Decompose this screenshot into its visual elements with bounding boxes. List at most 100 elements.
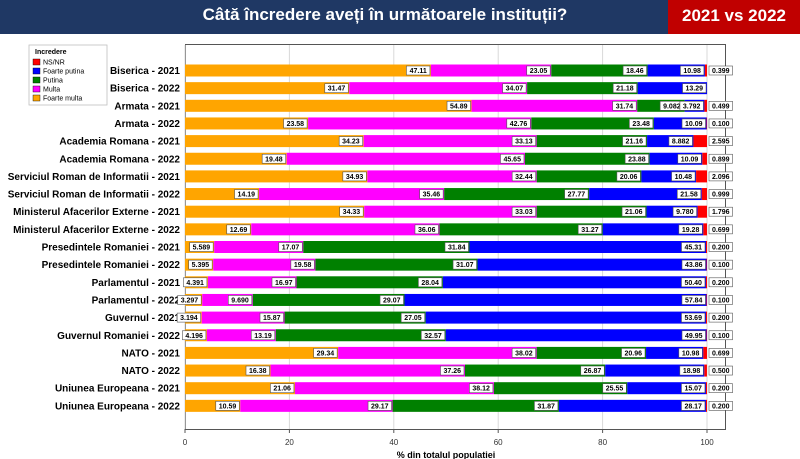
bar-segment [251, 223, 440, 236]
data-label-box [708, 383, 733, 394]
data-label: 32.44 [515, 174, 533, 181]
bar-segment [693, 135, 707, 148]
data-label-box [511, 171, 536, 182]
data-label: 21.16 [626, 139, 644, 146]
data-label: 27.77 [568, 192, 586, 199]
legend-swatch [32, 67, 41, 75]
data-label: 10.09 [681, 156, 699, 163]
data-label-box [679, 101, 704, 111]
category-label: Parlamentul - 2022 [92, 295, 181, 306]
bar-segment [589, 188, 702, 201]
data-label-box [678, 348, 703, 358]
data-label: 19.28 [682, 227, 700, 234]
bar-segment [493, 382, 628, 395]
data-label: 21.06 [625, 209, 643, 216]
data-label: 36.06 [418, 227, 436, 234]
data-label: 10.59 [219, 403, 237, 410]
data-label-box [681, 401, 706, 411]
data-label: 12.69 [230, 227, 248, 234]
bar-segment [185, 64, 431, 77]
bar-segment [706, 117, 708, 130]
x-tick-label: 80 [598, 438, 607, 447]
bar-segment [558, 399, 706, 412]
bar-segment [404, 293, 707, 306]
x-tick-label: 20 [285, 438, 294, 447]
data-label-box [250, 330, 276, 341]
legend-swatch [32, 58, 41, 66]
bar-segment [296, 276, 443, 289]
data-label-box [182, 330, 207, 341]
data-label: 34.33 [343, 209, 361, 216]
data-label: 29.34 [317, 350, 335, 357]
data-label: 31.74 [616, 103, 634, 110]
data-label: 10.98 [683, 68, 701, 75]
data-label-box [602, 383, 627, 394]
bar-segment [527, 82, 638, 95]
bar-segment [704, 364, 707, 377]
bar-segment [185, 152, 287, 165]
data-label-box [177, 295, 202, 305]
data-label: 4.391 [186, 280, 204, 287]
data-label-box [452, 259, 477, 270]
data-label: 10.98 [682, 350, 700, 357]
data-label: 9.780 [676, 209, 694, 216]
bar-segment [240, 399, 393, 412]
data-label: 23.48 [632, 121, 650, 128]
data-label-box [226, 224, 251, 235]
data-label: 0.399 [712, 68, 730, 75]
bar-segment [185, 99, 472, 112]
data-label-box [679, 365, 704, 376]
bar-segment [363, 135, 537, 148]
data-label-box [612, 101, 637, 111]
bar-segment [185, 117, 309, 130]
category-label: Ministerul Afacerilor Externe - 2022 [13, 225, 180, 236]
data-label: 1.796 [712, 209, 730, 216]
legend-label: Putina [43, 78, 63, 85]
legend-label: NS/NR [43, 60, 65, 67]
bar-segment [706, 293, 707, 306]
data-label: 38.02 [515, 350, 533, 357]
data-label-box [406, 65, 431, 76]
data-label: 28.04 [421, 280, 439, 287]
bar-segment [286, 152, 525, 165]
legend-title: Incredere [35, 49, 67, 56]
bar-segment [706, 258, 708, 271]
bar-segment [531, 117, 654, 130]
category-label: Uniunea Europeana - 2022 [55, 401, 180, 412]
data-label-box [511, 206, 536, 217]
data-label: 5.589 [193, 245, 211, 252]
data-label: 31.87 [537, 403, 555, 410]
data-label-box [671, 171, 696, 182]
bar-segment [701, 188, 707, 201]
data-label: 0.100 [712, 121, 730, 128]
data-label-box [564, 189, 589, 199]
data-label-box [290, 259, 315, 270]
bar-segment [444, 188, 590, 201]
data-label-box [708, 153, 733, 164]
x-tick-label: 60 [494, 438, 503, 447]
data-label-box [681, 118, 706, 129]
data-label: 54.89 [450, 103, 468, 110]
data-label-box [271, 277, 296, 288]
data-label-box [677, 153, 702, 164]
data-label-box [708, 259, 733, 270]
data-label-box [621, 206, 646, 217]
data-label-box [506, 118, 531, 129]
data-label: 37.26 [443, 368, 461, 375]
category-label: Biserica - 2022 [110, 84, 180, 95]
bar-segment [704, 99, 708, 112]
bar-segment [392, 399, 559, 412]
data-label-box [708, 136, 733, 146]
data-label: 2.595 [712, 139, 730, 146]
data-label-box [227, 295, 253, 305]
data-label: 31.47 [328, 86, 346, 93]
data-label-box [444, 242, 469, 252]
data-label: 0.200 [712, 245, 730, 252]
bar-segment [439, 223, 603, 236]
data-label: 14.19 [238, 192, 256, 199]
data-label-box [681, 312, 706, 323]
legend-swatch [32, 76, 41, 84]
data-label-box [680, 65, 705, 76]
category-label: Serviciul Roman de Informatii - 2022 [8, 190, 181, 201]
category-label: Armata - 2022 [114, 119, 180, 130]
